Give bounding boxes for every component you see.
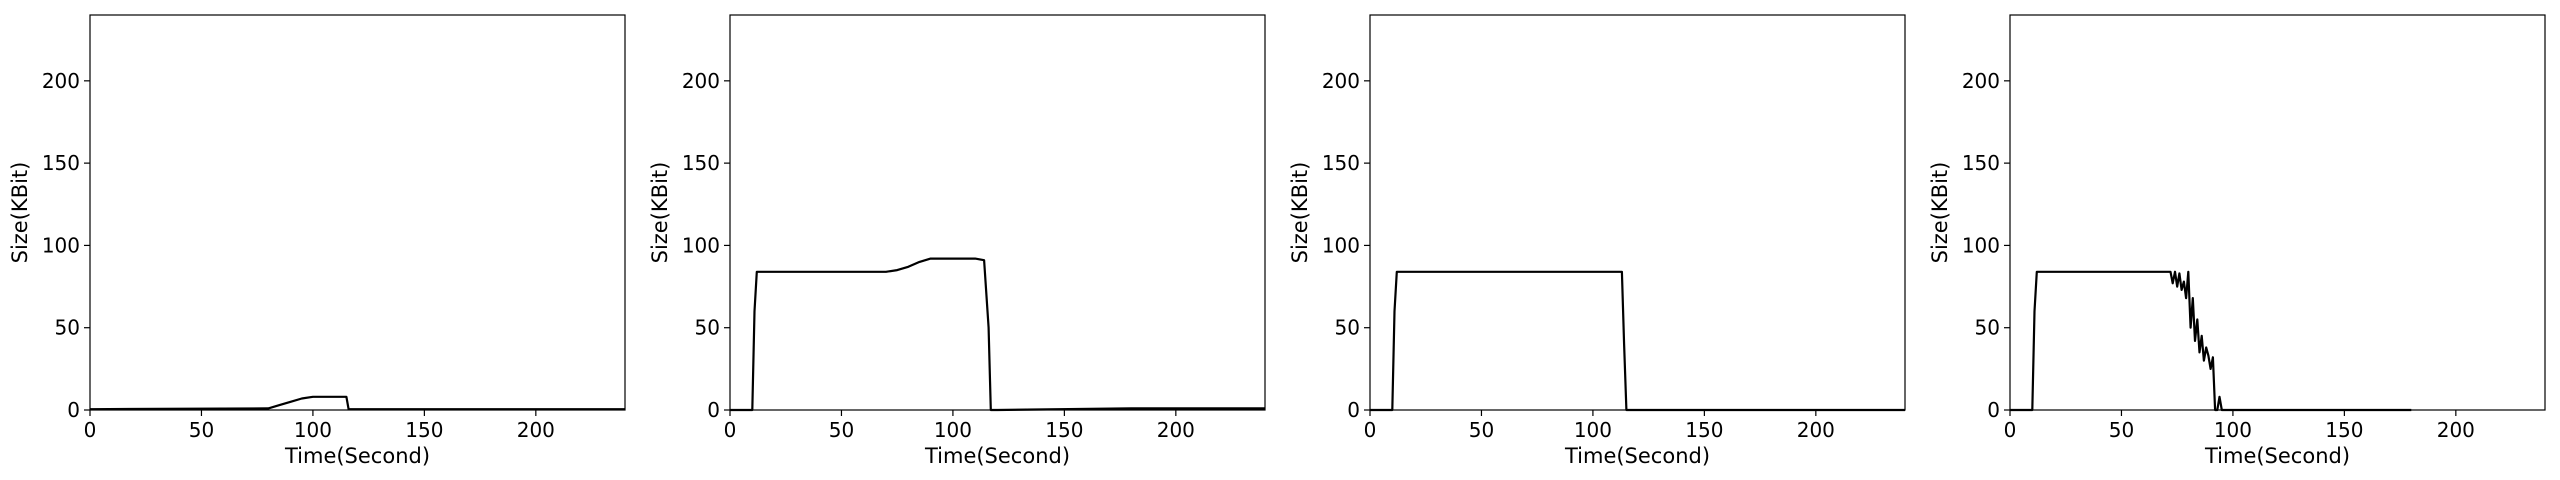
x-tick-label: 0 xyxy=(84,418,97,442)
series-line xyxy=(2010,270,2412,412)
x-tick-label: 100 xyxy=(2214,418,2252,442)
x-tick-label: 50 xyxy=(1469,418,1494,442)
y-tick-label: 200 xyxy=(1962,69,2000,93)
x-tick-label: 100 xyxy=(294,418,332,442)
series-line xyxy=(89,395,625,411)
x-tick-label: 100 xyxy=(934,418,972,442)
x-tick-label: 0 xyxy=(724,418,737,442)
y-tick-label: 0 xyxy=(707,398,720,422)
x-tick-label: 0 xyxy=(2004,418,2017,442)
y-tick-label: 150 xyxy=(1962,151,2000,175)
x-tick-label: 150 xyxy=(405,418,443,442)
y-tick-label: 150 xyxy=(42,151,80,175)
x-tick-label: 150 xyxy=(2325,418,2363,442)
plot-frame xyxy=(1369,14,1906,411)
y-tick-label: 100 xyxy=(682,233,720,257)
x-axis-label: Time(Second) xyxy=(1564,444,1710,468)
x-axis-label: Time(Second) xyxy=(924,444,1070,468)
y-tick-label: 150 xyxy=(682,151,720,175)
y-axis-label: Size(KBit) xyxy=(8,162,32,264)
y-tick-label: 200 xyxy=(682,69,720,93)
y-tick-label: 100 xyxy=(1962,233,2000,257)
y-tick-label: 200 xyxy=(42,69,80,93)
x-axis-label: Time(Second) xyxy=(284,444,430,468)
plot-frame xyxy=(2009,14,2546,411)
series-line xyxy=(1370,270,1905,412)
x-tick-label: 50 xyxy=(829,418,854,442)
x-tick-label: 50 xyxy=(2109,418,2134,442)
plot-frame xyxy=(729,14,1266,411)
y-axis-label: Size(KBit) xyxy=(1288,162,1312,264)
y-axis-label: Size(KBit) xyxy=(648,162,672,264)
x-tick-label: 150 xyxy=(1045,418,1083,442)
y-tick-label: 0 xyxy=(1987,398,2000,422)
y-tick-label: 100 xyxy=(1322,233,1360,257)
y-axis-label: Size(KBit) xyxy=(1928,162,1952,264)
x-axis-label: Time(Second) xyxy=(2204,444,2350,468)
x-tick-label: 200 xyxy=(1797,418,1835,442)
y-tick-label: 50 xyxy=(695,316,720,340)
y-tick-label: 100 xyxy=(42,233,80,257)
y-tick-label: 0 xyxy=(1347,398,1360,422)
x-tick-label: 150 xyxy=(1685,418,1723,442)
y-tick-label: 200 xyxy=(1322,69,1360,93)
chart-panel-1: 0 50 100 150 200 0 50 100 150 200 Time(Second) Size… xyxy=(8,14,626,468)
y-tick-label: 150 xyxy=(1322,151,1360,175)
x-tick-label: 100 xyxy=(1574,418,1612,442)
chart-panel-4: 0 50 100 150 200 0 50 100 150 200 Time(Second) Size… xyxy=(1928,14,2546,468)
y-tick-label: 50 xyxy=(1975,316,2000,340)
plot-frame xyxy=(89,14,626,411)
y-tick-label: 0 xyxy=(67,398,80,422)
x-tick-label: 200 xyxy=(517,418,555,442)
y-tick-label: 50 xyxy=(1335,316,1360,340)
x-tick-label: 0 xyxy=(1364,418,1377,442)
x-tick-label: 50 xyxy=(189,418,214,442)
series-line xyxy=(730,257,1265,412)
chart-panel-3: 0 50 100 150 200 0 50 100 150 200 Time(Second) Size… xyxy=(1288,14,1906,468)
x-tick-label: 200 xyxy=(2437,418,2475,442)
y-tick-label: 50 xyxy=(55,316,80,340)
chart-panel-2: 0 50 100 150 200 0 50 100 150 200 Time(Second) Size… xyxy=(648,14,1266,468)
x-tick-label: 200 xyxy=(1157,418,1195,442)
